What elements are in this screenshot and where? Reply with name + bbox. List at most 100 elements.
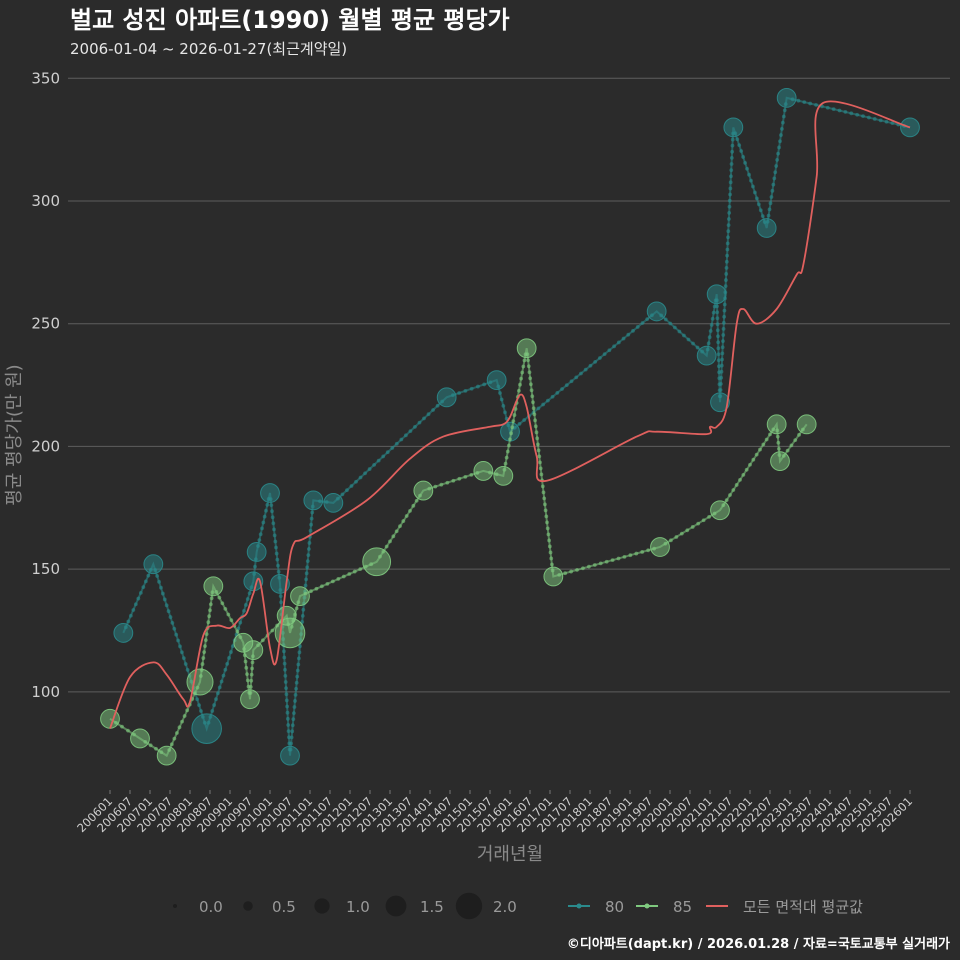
- series-80-trail-dot: [272, 527, 276, 532]
- series-85-trail-dot: [707, 515, 711, 519]
- series-85-trail-dot: [543, 502, 547, 507]
- series-80-trail-dot: [706, 341, 711, 346]
- series-80-trail-dot: [286, 729, 291, 733]
- y-tick-label: 100: [31, 683, 60, 701]
- series-85-trail-dot: [538, 460, 542, 465]
- series-80-trail-dot: [340, 492, 345, 497]
- series-80-trail-dot: [306, 553, 311, 557]
- series-85-point: [130, 728, 150, 749]
- series-85-trail-dot: [616, 556, 621, 561]
- series-85-trail-dot: [512, 413, 517, 417]
- series-80-trail-dot: [640, 321, 645, 325]
- series-80-trail-dot: [716, 352, 721, 357]
- series-80-trail-dot: [276, 563, 280, 568]
- series-85-trail-dot: [341, 574, 346, 579]
- series-85-trail-dot: [508, 437, 512, 442]
- series-80-trail-dot: [719, 375, 724, 380]
- series-85-trail-dot: [394, 529, 399, 534]
- series-80-trail-dot: [304, 577, 309, 582]
- series-80-trail-dot: [716, 358, 721, 363]
- series-80-trail-dot: [695, 345, 700, 350]
- series-85-trail-dot: [504, 455, 509, 460]
- series-85-trail-dot: [536, 448, 541, 453]
- series-80-trail-dot: [245, 597, 250, 601]
- series-80-trail-dot: [282, 649, 286, 654]
- series-85-trail-dot: [206, 620, 211, 625]
- series-80-trail-dot: [164, 603, 169, 608]
- series-80-trail-dot: [709, 323, 714, 327]
- series-80-trail-dot: [719, 363, 724, 368]
- series-80-trail-dot: [136, 596, 141, 601]
- size-legend-label: 0.5: [272, 898, 296, 916]
- series-85-trail-dot: [646, 548, 651, 553]
- series-80-trail-dot: [499, 397, 504, 402]
- series-layer: [100, 88, 920, 766]
- series-80-trail-dot: [284, 692, 289, 697]
- series-80-trail-dot: [247, 591, 252, 596]
- series-80-trail-dot: [385, 450, 390, 455]
- series-80-trail-dot: [718, 388, 723, 392]
- series-80-trail-dot: [197, 703, 201, 708]
- series-80-trail-dot: [722, 314, 727, 319]
- series-80-trail-dot: [720, 351, 725, 356]
- series-80-trail-dot: [265, 502, 270, 507]
- series-80-trail-dot: [227, 656, 231, 660]
- series-85-trail-dot: [433, 484, 438, 489]
- series-80-trail-dot: [270, 515, 275, 520]
- series-85-trail-dot: [208, 602, 213, 607]
- series-85-trail-dot: [628, 553, 633, 558]
- series-85-trail-dot: [249, 678, 254, 683]
- series-85-trail-dot: [180, 719, 184, 724]
- source-caption: ©디아파트(dapt.kr) / 2026.01.28 / 자료=국토교통부 실…: [567, 936, 950, 952]
- series-80-point: [303, 490, 324, 511]
- series-85-trail-dot: [547, 538, 552, 543]
- series-80-trail-dot: [715, 316, 720, 321]
- series-80-trail-dot: [390, 446, 395, 450]
- series-85-trail-dot: [534, 430, 539, 435]
- series-85-trail-dot: [270, 628, 275, 633]
- series-85-trail-dot: [768, 432, 772, 437]
- y-tick-label: 350: [31, 69, 60, 87]
- series-85-trail-dot: [530, 394, 535, 399]
- series-85-trail-dot: [533, 424, 538, 429]
- series-80-trail-dot: [872, 117, 877, 121]
- series-80-trail-dot: [593, 359, 598, 364]
- series-80-trail-dot: [715, 322, 720, 327]
- series-85-point: [796, 414, 817, 435]
- chart-subtitle: 2006-01-04 ~ 2026-01-27(최근계약일): [70, 40, 347, 58]
- series-80-trail-dot: [708, 329, 713, 333]
- series-80-trail-dot: [272, 533, 277, 538]
- series-80-trail-dot: [723, 284, 728, 289]
- series-80-trail-dot: [285, 704, 290, 709]
- series-80-point: [696, 345, 717, 366]
- series-85-trail-dot: [734, 483, 739, 487]
- series-80-trail-dot: [724, 278, 728, 282]
- series-85-trail-dot: [793, 438, 798, 442]
- series-80-trail-dot: [682, 333, 686, 338]
- series-80-trail-dot: [730, 143, 735, 148]
- series-80-trail-dot: [170, 621, 175, 625]
- series-85-trail-dot: [761, 442, 766, 447]
- series-80-trail-dot: [771, 182, 776, 187]
- series-85-trail-dot: [207, 614, 212, 619]
- series-85-trail-dot: [200, 662, 205, 666]
- series-80-trail-dot: [721, 333, 726, 337]
- series-80-trail-dot: [138, 590, 143, 595]
- series-85-point: [493, 465, 514, 486]
- series-80-trail-dot: [607, 348, 612, 353]
- series-80-trail-dot: [168, 615, 173, 619]
- series-80-point: [776, 88, 797, 108]
- series-85-trail-dot: [445, 480, 450, 485]
- series-80-trail-dot: [229, 650, 233, 654]
- series-80-trail-dot: [296, 662, 301, 667]
- series-80-trail-dot: [725, 253, 730, 258]
- series-80-trail-dot: [308, 528, 313, 533]
- series-80-trail-dot: [293, 699, 297, 703]
- series-80-trail-dot: [773, 170, 778, 175]
- series-80-trail-dot: [716, 340, 721, 345]
- series-85-point: [473, 461, 494, 481]
- series-80-trail-dot: [808, 101, 813, 106]
- series-85-trail-dot: [563, 571, 568, 576]
- series-80-trail-dot: [133, 602, 138, 607]
- series-80-trail-dot: [422, 416, 426, 421]
